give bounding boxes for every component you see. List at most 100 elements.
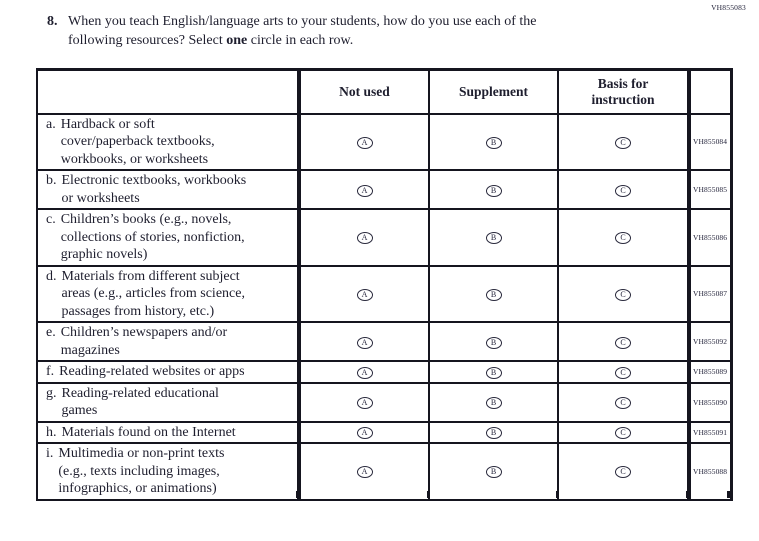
option-circle-basis-for-instruction[interactable]: C (615, 336, 631, 349)
row-letter: a. (46, 116, 56, 132)
option-circle-not-used[interactable]: A (356, 336, 373, 349)
option-circle-basis-for-instruction[interactable]: C (615, 427, 631, 440)
option-cell-not-used: A (298, 264, 430, 323)
row-letter: d. (46, 268, 57, 284)
row-label: Electronic textbooks, workbooks or works… (61, 173, 247, 206)
row-label-cell: e. Children’s newspapers and/or magazines (36, 321, 301, 362)
row-label-cell: d. Materials from different subject areas… (36, 264, 301, 323)
row-label: Materials from different subject areas (… (61, 268, 245, 319)
question-number: 8. (47, 14, 58, 29)
row-code: VH855087 (687, 264, 732, 323)
row-code: VH855085 (687, 169, 732, 210)
row-label-cell: b. Electronic textbooks, workbooks or wor… (36, 169, 301, 210)
question-line1: When you teach English/language arts to … (68, 14, 537, 29)
row-code: VH855088 (687, 442, 732, 501)
option-cell-supplement: B (428, 360, 559, 384)
option-cell-not-used: A (298, 420, 430, 444)
option-circle-not-used[interactable]: A (356, 397, 373, 409)
option-cell-basis-for-instruction: C (557, 442, 690, 501)
table-continuation-line (727, 491, 731, 498)
row-code: VH855091 (687, 420, 732, 444)
row-letter: f. (46, 364, 55, 379)
row-label: Reading-related websites or apps (59, 364, 245, 379)
option-cell-basis-for-instruction: C (557, 381, 690, 423)
option-circle-supplement[interactable]: B (485, 232, 502, 245)
row-code: VH855090 (687, 381, 732, 423)
option-circle-not-used[interactable]: A (356, 366, 373, 379)
option-circle-supplement[interactable]: B (485, 366, 502, 379)
option-cell-supplement: B (428, 442, 559, 501)
question-bold-word: one (226, 33, 248, 48)
header-row: Not used Supplement Basis for instructio… (36, 68, 732, 115)
column-header-supplement: Supplement (428, 68, 559, 115)
table-row: c. Children’s books (e.g., novels, collec… (36, 208, 732, 267)
table-row: a. Hardback or soft cover/paperback textb… (36, 112, 732, 171)
question-line2-pre: following resources? Select (68, 33, 227, 48)
column-header-basis-for-instruction: Basis for instruction (557, 68, 690, 115)
option-circle-supplement[interactable]: B (485, 136, 502, 149)
option-circle-not-used[interactable]: A (356, 466, 373, 479)
option-circle-basis-for-instruction[interactable]: C (615, 397, 631, 409)
row-label-cell: f. Reading-related websites or apps (36, 360, 301, 384)
option-cell-basis-for-instruction: C (557, 208, 690, 267)
table-row: f. Reading-related websites or apps A B C VH8… (36, 360, 732, 384)
row-label-cell: a. Hardback or soft cover/paperback textb… (36, 112, 301, 171)
table-row: d. Materials from different subject areas… (36, 264, 732, 323)
resources-usage-table: Not used Supplement Basis for instructio… (36, 68, 733, 501)
row-letter: e. (46, 325, 56, 340)
option-circle-supplement[interactable]: B (485, 427, 502, 440)
header-cell-empty (36, 68, 301, 115)
table-row: e. Children’s newspapers and/or magazines… (36, 321, 732, 362)
table-row: b. Electronic textbooks, workbooks or wor… (36, 169, 732, 210)
question-text: When you teach English/language arts to … (68, 12, 537, 50)
option-circle-not-used[interactable]: A (356, 136, 373, 149)
option-circle-supplement[interactable]: B (485, 397, 502, 409)
option-cell-supplement: B (428, 321, 559, 362)
option-cell-not-used: A (298, 208, 430, 267)
table-continuation-line (427, 491, 429, 498)
option-cell-basis-for-instruction: C (557, 169, 690, 210)
option-circle-basis-for-instruction[interactable]: C (615, 288, 631, 301)
option-circle-supplement[interactable]: B (485, 288, 502, 301)
row-label-cell: i. Multimedia or non-print texts (e.g., t… (36, 442, 301, 501)
option-circle-supplement[interactable]: B (485, 184, 502, 197)
option-cell-basis-for-instruction: C (557, 420, 690, 444)
option-cell-supplement: B (428, 169, 559, 210)
header-cell-code (687, 68, 732, 115)
table-body: a. Hardback or soft cover/paperback textb… (36, 112, 732, 501)
option-circle-not-used[interactable]: A (356, 427, 373, 440)
option-cell-supplement: B (428, 112, 559, 171)
table-continuation-line (296, 491, 300, 498)
option-cell-basis-for-instruction: C (557, 321, 690, 362)
row-code: VH855084 (687, 112, 732, 171)
option-circle-not-used[interactable]: A (356, 232, 373, 245)
row-label: Reading-related educational games (61, 385, 219, 419)
row-label: Materials found on the Internet (61, 424, 236, 440)
option-cell-not-used: A (298, 112, 430, 171)
table-continuation-line (556, 491, 558, 498)
option-circle-basis-for-instruction[interactable]: C (615, 466, 631, 479)
row-label-cell: c. Children’s books (e.g., novels, collec… (36, 208, 301, 267)
option-circle-not-used[interactable]: A (356, 288, 373, 301)
form-code: VH855083 (711, 3, 746, 12)
option-cell-not-used: A (298, 321, 430, 362)
option-cell-not-used: A (298, 442, 430, 501)
row-label: Children’s books (e.g., novels, collecti… (60, 212, 245, 262)
table-row: g. Reading-related educational games A B C VH… (36, 381, 732, 423)
table-continuation-line (686, 491, 690, 498)
option-circle-supplement[interactable]: B (485, 466, 502, 479)
option-circle-basis-for-instruction[interactable]: C (615, 232, 631, 245)
option-circle-basis-for-instruction[interactable]: C (615, 136, 631, 149)
option-cell-basis-for-instruction: C (557, 112, 690, 171)
option-circle-not-used[interactable]: A (356, 184, 373, 197)
option-circle-supplement[interactable]: B (485, 336, 502, 349)
row-code: VH855086 (687, 208, 732, 267)
option-circle-basis-for-instruction[interactable]: C (615, 184, 631, 197)
option-cell-not-used: A (298, 381, 430, 423)
option-cell-supplement: B (428, 208, 559, 267)
option-cell-supplement: B (428, 420, 559, 444)
option-cell-not-used: A (298, 169, 430, 210)
row-code: VH855092 (687, 321, 732, 362)
option-circle-basis-for-instruction[interactable]: C (615, 366, 631, 379)
row-label-cell: g. Reading-related educational games (36, 381, 301, 423)
